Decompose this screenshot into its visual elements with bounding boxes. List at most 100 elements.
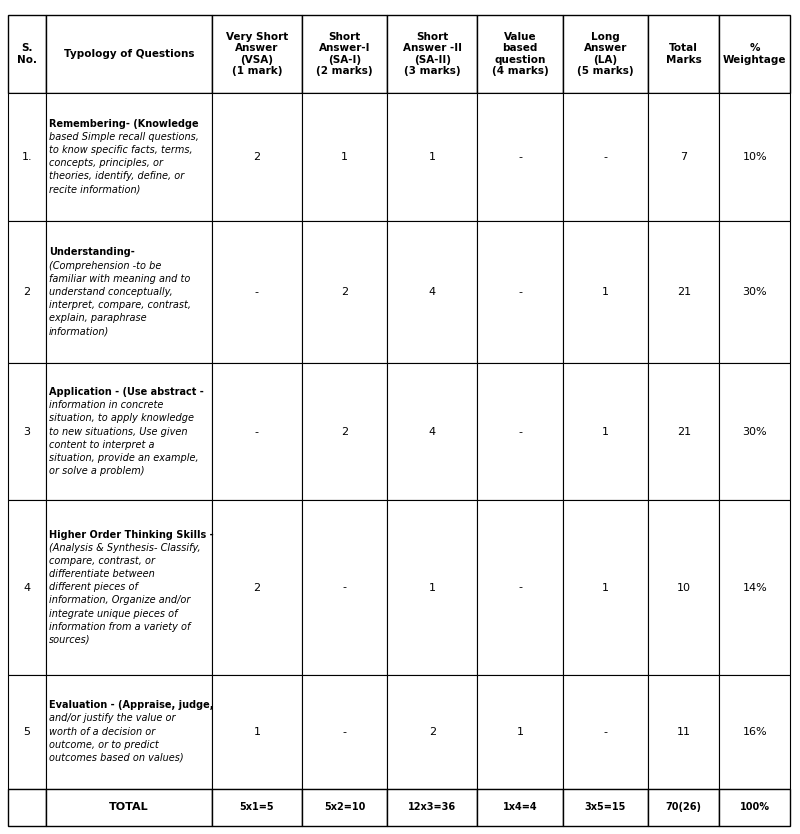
Text: outcome, or to predict: outcome, or to predict xyxy=(49,740,159,750)
Text: 2: 2 xyxy=(341,427,348,437)
Bar xyxy=(387,15,478,93)
Bar xyxy=(719,363,790,500)
Bar xyxy=(302,500,387,675)
Text: 3x5=15: 3x5=15 xyxy=(585,802,626,812)
Text: -: - xyxy=(518,582,522,592)
Text: explain, paraphrase: explain, paraphrase xyxy=(49,313,146,323)
Bar xyxy=(562,363,648,500)
Text: (Comprehension -to be: (Comprehension -to be xyxy=(49,260,162,270)
Text: integrate unique pieces of: integrate unique pieces of xyxy=(49,609,178,619)
Text: 1: 1 xyxy=(341,152,348,162)
Text: 5x1=5: 5x1=5 xyxy=(240,802,274,812)
Bar xyxy=(562,789,648,826)
Text: 4: 4 xyxy=(23,582,30,592)
Text: 2: 2 xyxy=(254,582,261,592)
Text: Remembering- (Knowledge: Remembering- (Knowledge xyxy=(49,119,198,129)
Text: and/or justify the value or: and/or justify the value or xyxy=(49,713,176,723)
Text: situation, to apply knowledge: situation, to apply knowledge xyxy=(49,414,194,424)
Bar xyxy=(719,500,790,675)
Text: 10%: 10% xyxy=(742,152,767,162)
Bar xyxy=(719,15,790,93)
Text: Short
Answer -II
(SA-II)
(3 marks): Short Answer -II (SA-II) (3 marks) xyxy=(403,32,462,77)
Text: 100%: 100% xyxy=(740,802,770,812)
Bar xyxy=(302,789,387,826)
Text: 1: 1 xyxy=(602,582,609,592)
Bar xyxy=(212,221,302,363)
Bar xyxy=(478,15,562,93)
Bar xyxy=(648,675,719,789)
Text: recite information): recite information) xyxy=(49,184,141,194)
Bar xyxy=(387,363,478,500)
Bar xyxy=(387,675,478,789)
Text: 2: 2 xyxy=(341,287,348,297)
Text: -: - xyxy=(342,726,346,736)
Bar xyxy=(46,221,212,363)
Text: to new situations, Use given: to new situations, Use given xyxy=(49,426,188,436)
Text: -: - xyxy=(518,152,522,162)
Text: differentiate between: differentiate between xyxy=(49,569,155,579)
Text: 12x3=36: 12x3=36 xyxy=(408,802,457,812)
Text: 7: 7 xyxy=(680,152,687,162)
Text: -: - xyxy=(255,427,259,437)
Bar xyxy=(212,675,302,789)
Bar xyxy=(478,500,562,675)
Bar xyxy=(46,363,212,500)
Text: -: - xyxy=(342,582,346,592)
Text: Long
Answer
(LA)
(5 marks): Long Answer (LA) (5 marks) xyxy=(577,32,634,77)
Bar xyxy=(212,363,302,500)
Text: 14%: 14% xyxy=(742,582,767,592)
Bar xyxy=(387,500,478,675)
Text: 1: 1 xyxy=(254,726,261,736)
Bar xyxy=(648,93,719,221)
Text: 30%: 30% xyxy=(742,287,767,297)
Text: 5: 5 xyxy=(23,726,30,736)
Text: TOTAL: TOTAL xyxy=(109,802,149,812)
Bar xyxy=(212,15,302,93)
Bar xyxy=(8,789,46,826)
Bar xyxy=(648,789,719,826)
Text: 3: 3 xyxy=(23,427,30,437)
Bar xyxy=(8,675,46,789)
Text: information): information) xyxy=(49,326,110,336)
Bar xyxy=(302,675,387,789)
Bar xyxy=(719,221,790,363)
Text: understand conceptually,: understand conceptually, xyxy=(49,287,173,297)
Text: Higher Order Thinking Skills -: Higher Order Thinking Skills - xyxy=(49,530,214,540)
Bar xyxy=(562,15,648,93)
Text: information in concrete: information in concrete xyxy=(49,400,163,410)
Bar xyxy=(212,93,302,221)
Text: -: - xyxy=(518,287,522,297)
Bar xyxy=(46,675,212,789)
Text: Evaluation - (Appraise, judge,: Evaluation - (Appraise, judge, xyxy=(49,701,214,711)
Text: 4: 4 xyxy=(429,287,436,297)
Bar xyxy=(562,93,648,221)
Text: -: - xyxy=(603,726,607,736)
Bar xyxy=(302,363,387,500)
Bar xyxy=(46,15,212,93)
Bar xyxy=(719,675,790,789)
Text: Total
Marks: Total Marks xyxy=(666,43,702,65)
Bar xyxy=(46,500,212,675)
Text: content to interpret a: content to interpret a xyxy=(49,440,154,450)
Text: 21: 21 xyxy=(677,287,690,297)
Text: S.
No.: S. No. xyxy=(17,43,37,65)
Bar xyxy=(46,93,212,221)
Text: theories, identify, define, or: theories, identify, define, or xyxy=(49,172,184,182)
Text: Very Short
Answer
(VSA)
(1 mark): Very Short Answer (VSA) (1 mark) xyxy=(226,32,288,77)
Text: 1: 1 xyxy=(517,726,524,736)
Text: -: - xyxy=(255,287,259,297)
Text: 21: 21 xyxy=(677,427,690,437)
Bar xyxy=(8,15,46,93)
Bar xyxy=(478,221,562,363)
Bar xyxy=(8,363,46,500)
Text: 4: 4 xyxy=(429,427,436,437)
Text: 1: 1 xyxy=(429,152,436,162)
Text: 1x4=4: 1x4=4 xyxy=(503,802,538,812)
Bar xyxy=(212,500,302,675)
Bar xyxy=(302,93,387,221)
Bar xyxy=(562,221,648,363)
Text: 2: 2 xyxy=(254,152,261,162)
Text: concepts, principles, or: concepts, principles, or xyxy=(49,158,163,168)
Bar xyxy=(46,789,212,826)
Text: -: - xyxy=(603,152,607,162)
